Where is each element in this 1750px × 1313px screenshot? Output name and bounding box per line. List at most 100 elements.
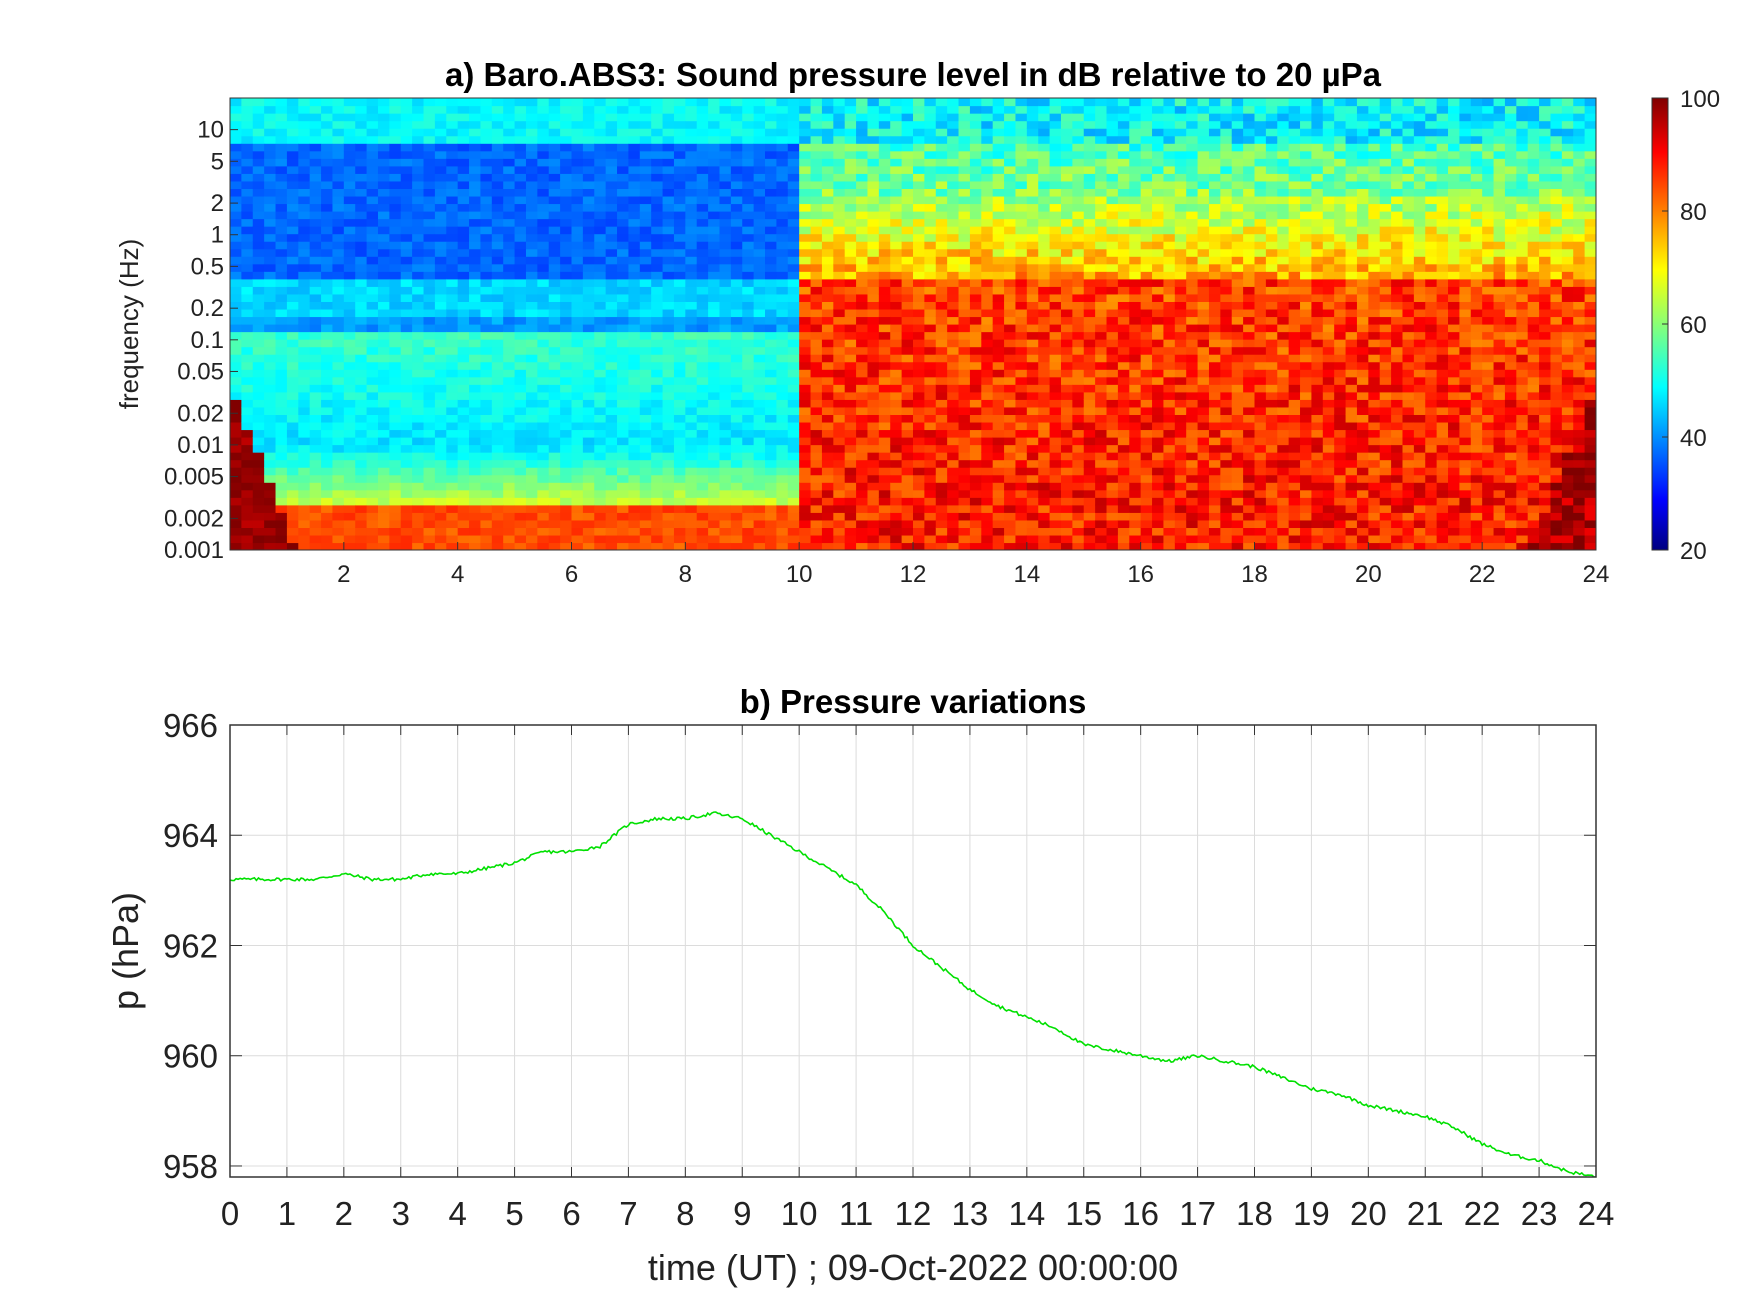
- heatmap-cell: [981, 512, 994, 521]
- heatmap-cell: [673, 308, 686, 318]
- heatmap-cell: [264, 195, 277, 205]
- heatmap-cell: [594, 474, 607, 483]
- heatmap-cell: [377, 128, 390, 137]
- heatmap-cell: [594, 452, 607, 461]
- heatmap-cell: [821, 429, 834, 438]
- heatmap-cell: [560, 135, 573, 144]
- heatmap-cell: [343, 98, 356, 107]
- heatmap-cell: [992, 339, 1005, 348]
- heatmap-cell: [514, 331, 527, 340]
- heatmap-cell: [685, 421, 698, 431]
- heatmap-cell: [617, 452, 630, 461]
- heatmap-cell: [719, 241, 732, 250]
- heatmap-cell: [639, 98, 652, 107]
- heatmap-cell: [958, 293, 971, 302]
- heatmap-cell: [514, 414, 527, 423]
- heatmap-cell: [799, 512, 812, 521]
- heatmap-cell: [833, 512, 846, 521]
- heatmap-cell: [309, 354, 322, 363]
- heatmap-cell: [947, 195, 960, 205]
- heatmap-cell: [992, 384, 1005, 393]
- heatmap-cell: [685, 158, 698, 167]
- heatmap-cell: [878, 369, 891, 378]
- heatmap-cell: [560, 143, 573, 152]
- heatmap-cell: [1129, 293, 1142, 302]
- heatmap-cell: [548, 203, 561, 212]
- heatmap-cell: [423, 256, 436, 265]
- heatmap-cell: [480, 497, 493, 506]
- heatmap-cell: [628, 519, 641, 528]
- heatmap-cell: [241, 391, 254, 400]
- heatmap-cell: [799, 150, 812, 159]
- heatmap-cell: [639, 195, 652, 205]
- heatmap-cell: [947, 489, 960, 498]
- heatmap-cell: [582, 113, 595, 122]
- heatmap-cell: [617, 286, 630, 295]
- heatmap-cell: [469, 512, 482, 521]
- heatmap-cell: [1152, 437, 1165, 446]
- heatmap-cell: [958, 437, 971, 446]
- heatmap-cell: [1152, 474, 1165, 483]
- heatmap-cell: [366, 271, 379, 280]
- heatmap-cell: [412, 489, 425, 498]
- heatmap-cell: [1163, 429, 1176, 438]
- heatmap-cell: [525, 467, 538, 476]
- heatmap-cell: [947, 384, 960, 393]
- heatmap-cell: [673, 482, 686, 491]
- heatmap-cell: [321, 256, 334, 265]
- heatmap-cell: [230, 489, 242, 498]
- heatmap-cell: [958, 512, 971, 521]
- heatmap-cell: [696, 534, 709, 544]
- heatmap-cell: [1038, 188, 1051, 197]
- heatmap-cell: [264, 135, 277, 144]
- heatmap-cell: [1049, 188, 1062, 197]
- heatmap-cell: [571, 527, 584, 536]
- heatmap-cell: [366, 437, 379, 446]
- heatmap-cell: [1060, 346, 1073, 355]
- heatmap-cell: [696, 143, 709, 152]
- heatmap-cell: [878, 331, 891, 340]
- heatmap-cell: [924, 271, 937, 280]
- heatmap-cell: [913, 195, 925, 205]
- heatmap-cell: [332, 527, 345, 536]
- heatmap-cell: [230, 263, 242, 272]
- heatmap-cell: [525, 308, 538, 318]
- heatmap-cell: [389, 339, 402, 348]
- heatmap-cell: [856, 286, 869, 295]
- heatmap-cell: [696, 301, 709, 310]
- heatmap-cell: [514, 376, 527, 385]
- heatmap-cell: [935, 271, 948, 280]
- heatmap-cell: [514, 218, 527, 227]
- heatmap-cell: [821, 369, 834, 378]
- heatmap-cell: [560, 384, 573, 393]
- heatmap-cell: [1038, 105, 1051, 114]
- heatmap-cell: [264, 180, 277, 189]
- heatmap-cell: [446, 105, 459, 114]
- heatmap-cell: [1026, 233, 1039, 242]
- heatmap-cell: [366, 98, 379, 107]
- heatmap-cell: [434, 452, 447, 461]
- heatmap-cell: [1049, 278, 1062, 287]
- heatmap-cell: [924, 158, 937, 167]
- heatmap-cell: [685, 376, 698, 385]
- heatmap-cell: [503, 158, 516, 167]
- heatmap-cell: [651, 173, 664, 182]
- heatmap-cell: [1117, 226, 1130, 235]
- heatmap-cell: [935, 354, 948, 363]
- heatmap-cell: [321, 165, 334, 174]
- heatmap-cell: [1060, 128, 1073, 137]
- heatmap-cell: [901, 188, 914, 197]
- heatmap-cell: [1072, 241, 1085, 250]
- heatmap-cell: [787, 256, 800, 265]
- heatmap-cell: [241, 474, 254, 483]
- heatmap-cell: [924, 497, 937, 506]
- heatmap-cell: [821, 421, 834, 431]
- heatmap-cell: [594, 180, 607, 189]
- heatmap-cell: [628, 256, 641, 265]
- heatmap-cell: [321, 324, 334, 333]
- heatmap-cell: [1163, 316, 1176, 325]
- heatmap-cell: [969, 406, 982, 415]
- heatmap-cell: [446, 489, 459, 498]
- heatmap-cell: [787, 437, 800, 446]
- heatmap-cell: [992, 263, 1005, 272]
